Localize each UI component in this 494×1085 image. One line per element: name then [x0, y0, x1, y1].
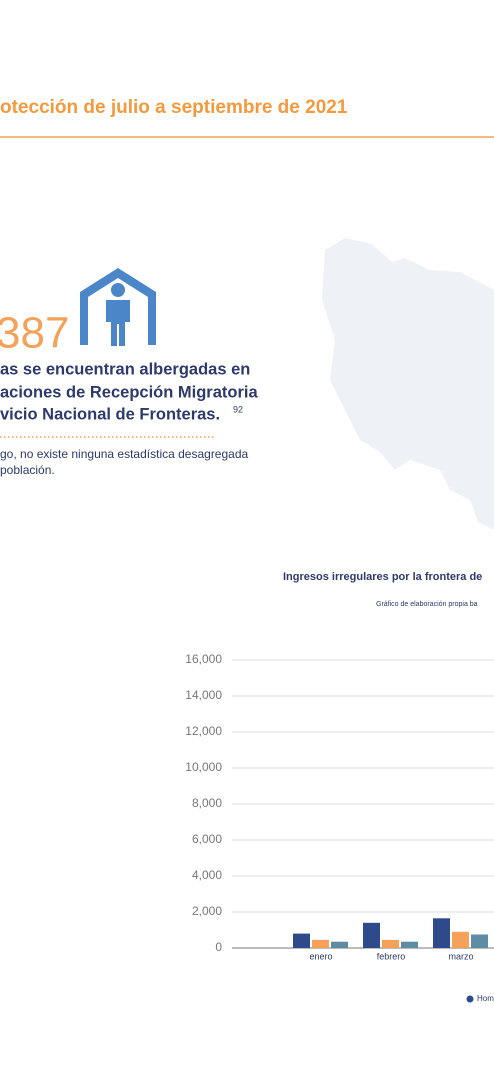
y-tick-label: 4,000 [192, 868, 222, 882]
bar [331, 941, 348, 948]
y-tick-label: 16,000 [185, 652, 222, 666]
map [322, 238, 494, 530]
x-tick-label: marzo [448, 951, 473, 961]
chart-subtitle: Gráfico de elaboración propia ba [376, 601, 478, 608]
y-tick-label: 14,000 [185, 688, 222, 702]
x-tick-label: febrero [377, 951, 406, 961]
y-tick-label: 12,000 [185, 724, 222, 738]
bar [401, 941, 418, 948]
y-tick-label: 10,000 [185, 760, 222, 774]
bar [452, 931, 469, 948]
stat-number: 387 [0, 309, 69, 358]
y-tick-label: 8,000 [192, 796, 222, 810]
bar [312, 939, 329, 948]
chart: 0 2,000 4,000 6,000 8,000 10,000 12,000 14,000 1… [185, 652, 494, 1003]
bar [382, 939, 399, 948]
y-tick-label: 2,000 [192, 904, 222, 918]
legend-marker [466, 995, 474, 1003]
section-title: otección de julio a septiembre de 2021 [0, 97, 348, 118]
x-tick-label: enero [309, 951, 332, 961]
bar [363, 922, 380, 948]
y-tick-label: 0 [215, 940, 222, 954]
y-tick-label: 6,000 [192, 832, 222, 846]
chart-title: Ingresos irregulares por la frontera de [283, 571, 482, 583]
legend-label: Hom [477, 994, 494, 1003]
shelter-icon [80, 268, 156, 346]
bar [293, 933, 310, 948]
bar [471, 934, 488, 948]
footnote: 92 [233, 404, 243, 414]
note: go, no existe ninguna estadística desagr… [0, 447, 249, 461]
bar [433, 918, 450, 948]
stat-text: aciones de Recepción Migratoria [0, 383, 258, 401]
stat-text: vicio Nacional de Fronteras. [0, 405, 220, 423]
stat-text: as se encuentran albergadas en [0, 360, 250, 378]
note: población. [0, 463, 55, 477]
